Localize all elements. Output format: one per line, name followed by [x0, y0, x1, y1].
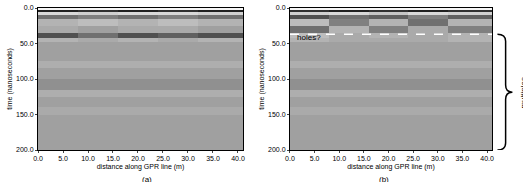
- svg-text:(a): (a): [142, 175, 152, 182]
- svg-text:100.0: 100.0: [16, 75, 34, 82]
- svg-text:multiples: multiples: [519, 77, 523, 109]
- svg-text:30.0: 30.0: [431, 155, 445, 162]
- svg-text:100.0: 100.0: [268, 75, 286, 82]
- svg-text:200.0: 200.0: [268, 146, 286, 153]
- svg-text:0.0: 0.0: [24, 4, 34, 11]
- svg-text:time (nanoseconds): time (nanoseconds): [258, 48, 266, 109]
- svg-text:40.0: 40.0: [231, 155, 245, 162]
- svg-text:0.0: 0.0: [285, 155, 295, 162]
- svg-text:50.0: 50.0: [20, 40, 34, 47]
- svg-text:10.0: 10.0: [332, 155, 346, 162]
- svg-text:distance along GPR line (m): distance along GPR line (m): [347, 163, 435, 171]
- svg-text:20.0: 20.0: [382, 155, 396, 162]
- svg-text:10.0: 10.0: [81, 155, 95, 162]
- svg-text:40.0: 40.0: [480, 155, 494, 162]
- svg-text:150.0: 150.0: [268, 111, 286, 118]
- svg-text:distance along GPR line (m): distance along GPR line (m): [97, 163, 185, 171]
- svg-text:15.0: 15.0: [106, 155, 120, 162]
- svg-text:25.0: 25.0: [156, 155, 170, 162]
- svg-text:200.0: 200.0: [16, 146, 34, 153]
- svg-text:35.0: 35.0: [206, 155, 220, 162]
- svg-text:150.0: 150.0: [16, 111, 34, 118]
- svg-text:25.0: 25.0: [406, 155, 420, 162]
- svg-text:50.0: 50.0: [272, 40, 286, 47]
- svg-text:time (nanoseconds): time (nanoseconds): [6, 48, 14, 109]
- svg-text:holes?: holes?: [297, 33, 321, 42]
- svg-text:0.0: 0.0: [33, 155, 43, 162]
- svg-text:30.0: 30.0: [181, 155, 195, 162]
- svg-text:20.0: 20.0: [131, 155, 145, 162]
- svg-text:0.0: 0.0: [276, 4, 286, 11]
- svg-text:5.0: 5.0: [58, 155, 68, 162]
- svg-text:35.0: 35.0: [456, 155, 470, 162]
- svg-text:15.0: 15.0: [357, 155, 371, 162]
- svg-text:(b): (b): [379, 175, 389, 182]
- svg-text:5.0: 5.0: [310, 155, 320, 162]
